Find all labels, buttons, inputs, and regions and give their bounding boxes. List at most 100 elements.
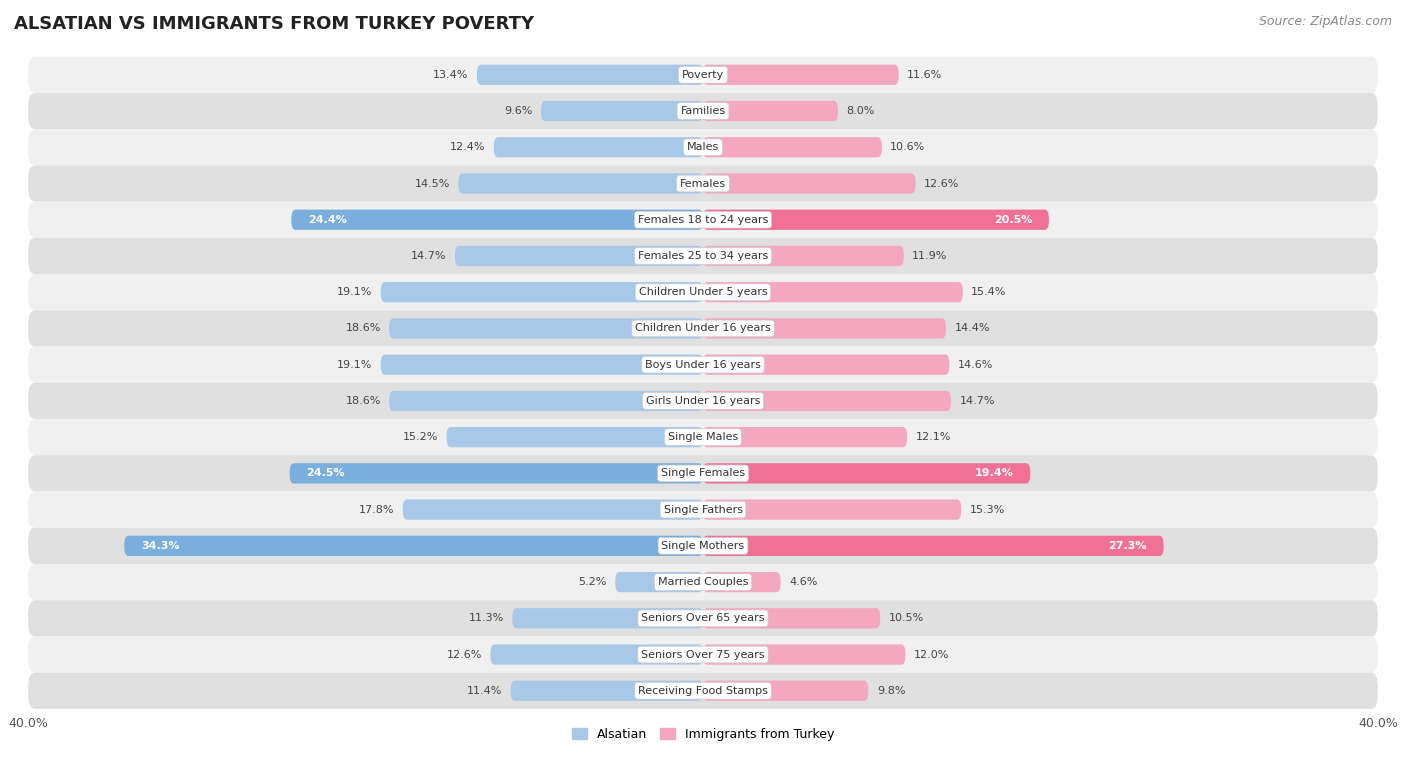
FancyBboxPatch shape (703, 391, 950, 411)
Text: Children Under 16 years: Children Under 16 years (636, 324, 770, 334)
FancyBboxPatch shape (616, 572, 703, 592)
FancyBboxPatch shape (389, 318, 703, 339)
Text: Males: Males (688, 143, 718, 152)
Text: 12.6%: 12.6% (447, 650, 482, 659)
FancyBboxPatch shape (703, 318, 946, 339)
Text: 14.5%: 14.5% (415, 178, 450, 189)
FancyBboxPatch shape (447, 427, 703, 447)
FancyBboxPatch shape (28, 346, 1378, 383)
Text: Seniors Over 65 years: Seniors Over 65 years (641, 613, 765, 623)
FancyBboxPatch shape (703, 681, 869, 701)
Text: 10.5%: 10.5% (889, 613, 924, 623)
Text: Single Females: Single Females (661, 468, 745, 478)
Text: 11.6%: 11.6% (907, 70, 942, 80)
FancyBboxPatch shape (28, 600, 1378, 637)
FancyBboxPatch shape (703, 101, 838, 121)
Text: Boys Under 16 years: Boys Under 16 years (645, 360, 761, 370)
FancyBboxPatch shape (703, 210, 1049, 230)
Text: Single Mothers: Single Mothers (661, 541, 745, 551)
FancyBboxPatch shape (703, 536, 1164, 556)
FancyBboxPatch shape (477, 64, 703, 85)
Text: 18.6%: 18.6% (346, 396, 381, 406)
FancyBboxPatch shape (703, 282, 963, 302)
Text: 4.6%: 4.6% (789, 577, 817, 587)
FancyBboxPatch shape (28, 564, 1378, 600)
FancyBboxPatch shape (703, 355, 949, 374)
Text: 19.4%: 19.4% (974, 468, 1014, 478)
FancyBboxPatch shape (703, 174, 915, 193)
FancyBboxPatch shape (541, 101, 703, 121)
FancyBboxPatch shape (124, 536, 703, 556)
Text: Married Couples: Married Couples (658, 577, 748, 587)
FancyBboxPatch shape (28, 383, 1378, 419)
FancyBboxPatch shape (491, 644, 703, 665)
FancyBboxPatch shape (456, 246, 703, 266)
Text: 12.6%: 12.6% (924, 178, 959, 189)
FancyBboxPatch shape (512, 608, 703, 628)
FancyBboxPatch shape (402, 500, 703, 520)
FancyBboxPatch shape (389, 391, 703, 411)
FancyBboxPatch shape (28, 129, 1378, 165)
Text: 18.6%: 18.6% (346, 324, 381, 334)
Text: 17.8%: 17.8% (359, 505, 394, 515)
FancyBboxPatch shape (28, 637, 1378, 672)
Text: 19.1%: 19.1% (337, 287, 373, 297)
Text: 24.5%: 24.5% (307, 468, 344, 478)
Text: 11.9%: 11.9% (912, 251, 948, 261)
Text: Single Males: Single Males (668, 432, 738, 442)
Text: Single Fathers: Single Fathers (664, 505, 742, 515)
FancyBboxPatch shape (28, 274, 1378, 310)
FancyBboxPatch shape (28, 57, 1378, 93)
FancyBboxPatch shape (290, 463, 703, 484)
Legend: Alsatian, Immigrants from Turkey: Alsatian, Immigrants from Turkey (567, 723, 839, 746)
Text: 20.5%: 20.5% (994, 215, 1032, 224)
Text: Females 25 to 34 years: Females 25 to 34 years (638, 251, 768, 261)
Text: Poverty: Poverty (682, 70, 724, 80)
Text: Source: ZipAtlas.com: Source: ZipAtlas.com (1258, 15, 1392, 28)
Text: 10.6%: 10.6% (890, 143, 925, 152)
Text: ALSATIAN VS IMMIGRANTS FROM TURKEY POVERTY: ALSATIAN VS IMMIGRANTS FROM TURKEY POVER… (14, 15, 534, 33)
FancyBboxPatch shape (28, 310, 1378, 346)
Text: 11.4%: 11.4% (467, 686, 502, 696)
Text: 24.4%: 24.4% (308, 215, 347, 224)
Text: 19.1%: 19.1% (337, 360, 373, 370)
Text: 11.3%: 11.3% (468, 613, 503, 623)
FancyBboxPatch shape (510, 681, 703, 701)
FancyBboxPatch shape (703, 572, 780, 592)
FancyBboxPatch shape (381, 282, 703, 302)
Text: Females 18 to 24 years: Females 18 to 24 years (638, 215, 768, 224)
Text: 12.1%: 12.1% (915, 432, 950, 442)
FancyBboxPatch shape (381, 355, 703, 374)
FancyBboxPatch shape (28, 491, 1378, 528)
Text: 5.2%: 5.2% (578, 577, 607, 587)
FancyBboxPatch shape (28, 93, 1378, 129)
FancyBboxPatch shape (28, 528, 1378, 564)
Text: Girls Under 16 years: Girls Under 16 years (645, 396, 761, 406)
Text: 8.0%: 8.0% (846, 106, 875, 116)
Text: 14.4%: 14.4% (955, 324, 990, 334)
Text: Receiving Food Stamps: Receiving Food Stamps (638, 686, 768, 696)
Text: 14.7%: 14.7% (411, 251, 447, 261)
Text: 9.8%: 9.8% (877, 686, 905, 696)
FancyBboxPatch shape (28, 165, 1378, 202)
FancyBboxPatch shape (291, 210, 703, 230)
FancyBboxPatch shape (28, 202, 1378, 238)
FancyBboxPatch shape (458, 174, 703, 193)
FancyBboxPatch shape (703, 137, 882, 158)
Text: 12.0%: 12.0% (914, 650, 949, 659)
Text: 13.4%: 13.4% (433, 70, 468, 80)
FancyBboxPatch shape (28, 456, 1378, 491)
Text: 9.6%: 9.6% (505, 106, 533, 116)
Text: 34.3%: 34.3% (141, 541, 180, 551)
Text: Children Under 5 years: Children Under 5 years (638, 287, 768, 297)
Text: 15.4%: 15.4% (972, 287, 1007, 297)
Text: Seniors Over 75 years: Seniors Over 75 years (641, 650, 765, 659)
FancyBboxPatch shape (703, 500, 962, 520)
FancyBboxPatch shape (28, 672, 1378, 709)
Text: 14.6%: 14.6% (957, 360, 993, 370)
FancyBboxPatch shape (494, 137, 703, 158)
FancyBboxPatch shape (703, 427, 907, 447)
FancyBboxPatch shape (703, 644, 905, 665)
FancyBboxPatch shape (703, 64, 898, 85)
Text: 15.2%: 15.2% (402, 432, 439, 442)
